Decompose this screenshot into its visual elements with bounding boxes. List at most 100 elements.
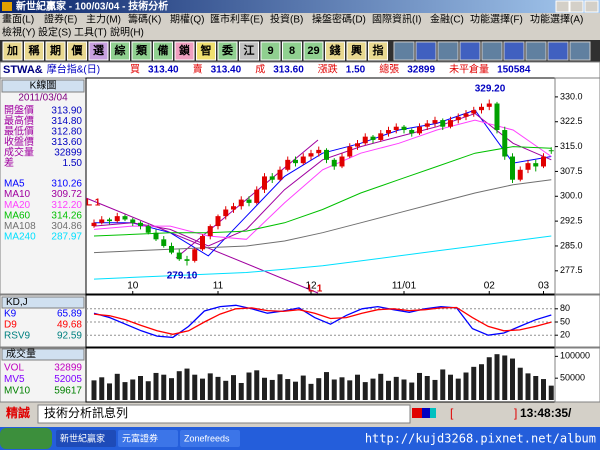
toolbar-button[interactable] (239, 41, 259, 61)
menu-item[interactable]: 期權(Q) (170, 13, 204, 26)
volume-bar (517, 367, 523, 400)
candle-body (192, 249, 198, 261)
quote-value: 1.50 (346, 65, 366, 76)
taskbar-item-label[interactable]: Zonefreeds (184, 433, 230, 443)
toolbar-button-label[interactable]: 指 (373, 43, 384, 57)
toolbar-button[interactable] (174, 41, 195, 61)
toolbar-button-label[interactable]: 選 (93, 44, 104, 57)
menu-item[interactable]: 工具(T) (74, 27, 107, 39)
volume-bar (114, 373, 120, 400)
toolbar-button[interactable] (260, 41, 281, 61)
candle-body (494, 103, 500, 131)
toolbar-button-label[interactable]: 江 (244, 43, 255, 57)
toolbar-button-label[interactable]: 綜 (115, 43, 126, 57)
toolbar-icon[interactable] (415, 41, 437, 61)
toolbar-button-label[interactable]: 29 (307, 45, 319, 57)
toolbar-button[interactable] (325, 41, 345, 61)
toolbar-button[interactable] (24, 41, 44, 61)
y-tick-label: 315.0 (560, 141, 583, 151)
volume-bar (502, 355, 508, 400)
toolbar-button[interactable] (217, 41, 238, 61)
toolbar-button-label[interactable]: 9 (267, 45, 273, 57)
candle-body (246, 199, 252, 203)
candle-body (138, 222, 143, 227)
watermark: http://kujd3268.pixnet.net/album (365, 432, 596, 446)
taskbar-item-label[interactable]: 新世紀贏家 (60, 432, 105, 443)
menu-item[interactable]: 操盤密碼(D) (312, 13, 366, 26)
volume-bar (184, 368, 190, 400)
toolbar-button[interactable] (110, 41, 130, 61)
volume-bar (331, 379, 337, 400)
volume-bar (269, 379, 275, 400)
taskbar-item[interactable] (56, 430, 116, 447)
menu-item[interactable]: 金融(C) (430, 13, 464, 26)
toolbar-button[interactable] (196, 41, 216, 61)
y-tick-label: 285.0 (560, 240, 583, 250)
menu-item[interactable]: 主力(M) (86, 13, 121, 26)
menu-item[interactable]: 匯市利率(E) (210, 13, 263, 26)
start-button[interactable] (0, 428, 52, 449)
toolbar-button[interactable] (368, 41, 388, 61)
menu-item[interactable]: 畫面(L) (2, 13, 34, 26)
toolbar-icon[interactable] (437, 41, 459, 61)
legend-label: MA240 (4, 232, 36, 243)
toolbar-button-label[interactable]: 委 (221, 43, 234, 57)
quote-label: 漲跌 (318, 63, 338, 76)
menu-item[interactable]: 說明(H) (110, 26, 144, 39)
legend-label: K9 (4, 309, 17, 320)
toolbar-button-label[interactable]: 類 (135, 43, 148, 57)
taskbar-item-label[interactable]: 元富證券 (122, 432, 158, 443)
toolbar-button-label[interactable]: 錢 (330, 43, 341, 57)
taskbar-item[interactable] (180, 430, 240, 447)
toolbar-button-label[interactable]: 興 (351, 43, 362, 57)
toolbar-button-label[interactable]: 稱 (29, 43, 40, 57)
toolbar-button-label[interactable]: 智 (201, 43, 212, 57)
x-tick-label: 02 (484, 281, 496, 292)
toolbar-button[interactable] (303, 41, 324, 61)
indicator-line (93, 306, 552, 335)
menu-item[interactable]: 證券(E) (44, 13, 77, 26)
toolbar-button[interactable] (153, 41, 173, 61)
toolbar-button[interactable] (88, 41, 109, 61)
menu-item[interactable]: 籌碼(K) (128, 13, 161, 26)
toolbar-button[interactable] (346, 41, 367, 61)
volume-bar (362, 382, 368, 400)
toolbar-icon[interactable] (569, 41, 591, 61)
toolbar-button-label[interactable]: 期 (50, 43, 61, 57)
menu-item[interactable]: 功能選擇(F) (470, 13, 523, 26)
menu-item[interactable]: 國際資訊(I) (372, 13, 421, 26)
toolbar-button-label[interactable]: 鎖 (179, 43, 191, 57)
menu-item[interactable]: 檢視(Y) (2, 26, 35, 39)
candle-body (254, 189, 260, 203)
toolbar-icon[interactable] (459, 41, 481, 61)
message-area (37, 404, 411, 424)
maximize-button[interactable] (569, 0, 584, 13)
menu-item[interactable]: 投資(B) (270, 13, 303, 26)
toolbar-button[interactable] (131, 41, 152, 61)
info-label: 開盤價 (4, 104, 34, 117)
toolbar-icon[interactable] (503, 41, 525, 61)
minimize-button[interactable] (555, 0, 570, 13)
toolbar-icon[interactable] (481, 41, 503, 61)
toolbar-icon[interactable] (525, 41, 547, 61)
toolbar-button-label[interactable]: 備 (158, 43, 169, 57)
toolbar-icon[interactable] (393, 41, 415, 61)
toolbar-icon[interactable] (547, 41, 569, 61)
legend-value: 92.59 (57, 331, 82, 342)
candle-body (207, 226, 213, 237)
toolbar-button-label[interactable]: 加 (6, 43, 18, 57)
close-button[interactable] (584, 0, 599, 13)
toolbar-button-label[interactable]: 8 (289, 45, 295, 57)
volume-bar (510, 358, 515, 400)
volume-bar (169, 378, 174, 400)
taskbar-item[interactable] (118, 430, 178, 447)
menu-item[interactable]: 功能選擇(A) (530, 13, 583, 26)
menu-item[interactable]: 設定(S) (38, 26, 71, 39)
toolbar-button[interactable] (282, 41, 302, 61)
toolbar-button[interactable] (2, 41, 23, 61)
volume-bar (200, 378, 205, 400)
toolbar-button[interactable] (45, 41, 66, 61)
toolbar-button[interactable] (67, 41, 87, 61)
symbol-name: 摩台指&(日) (47, 63, 100, 76)
toolbar-button-label[interactable]: 價 (71, 43, 84, 57)
